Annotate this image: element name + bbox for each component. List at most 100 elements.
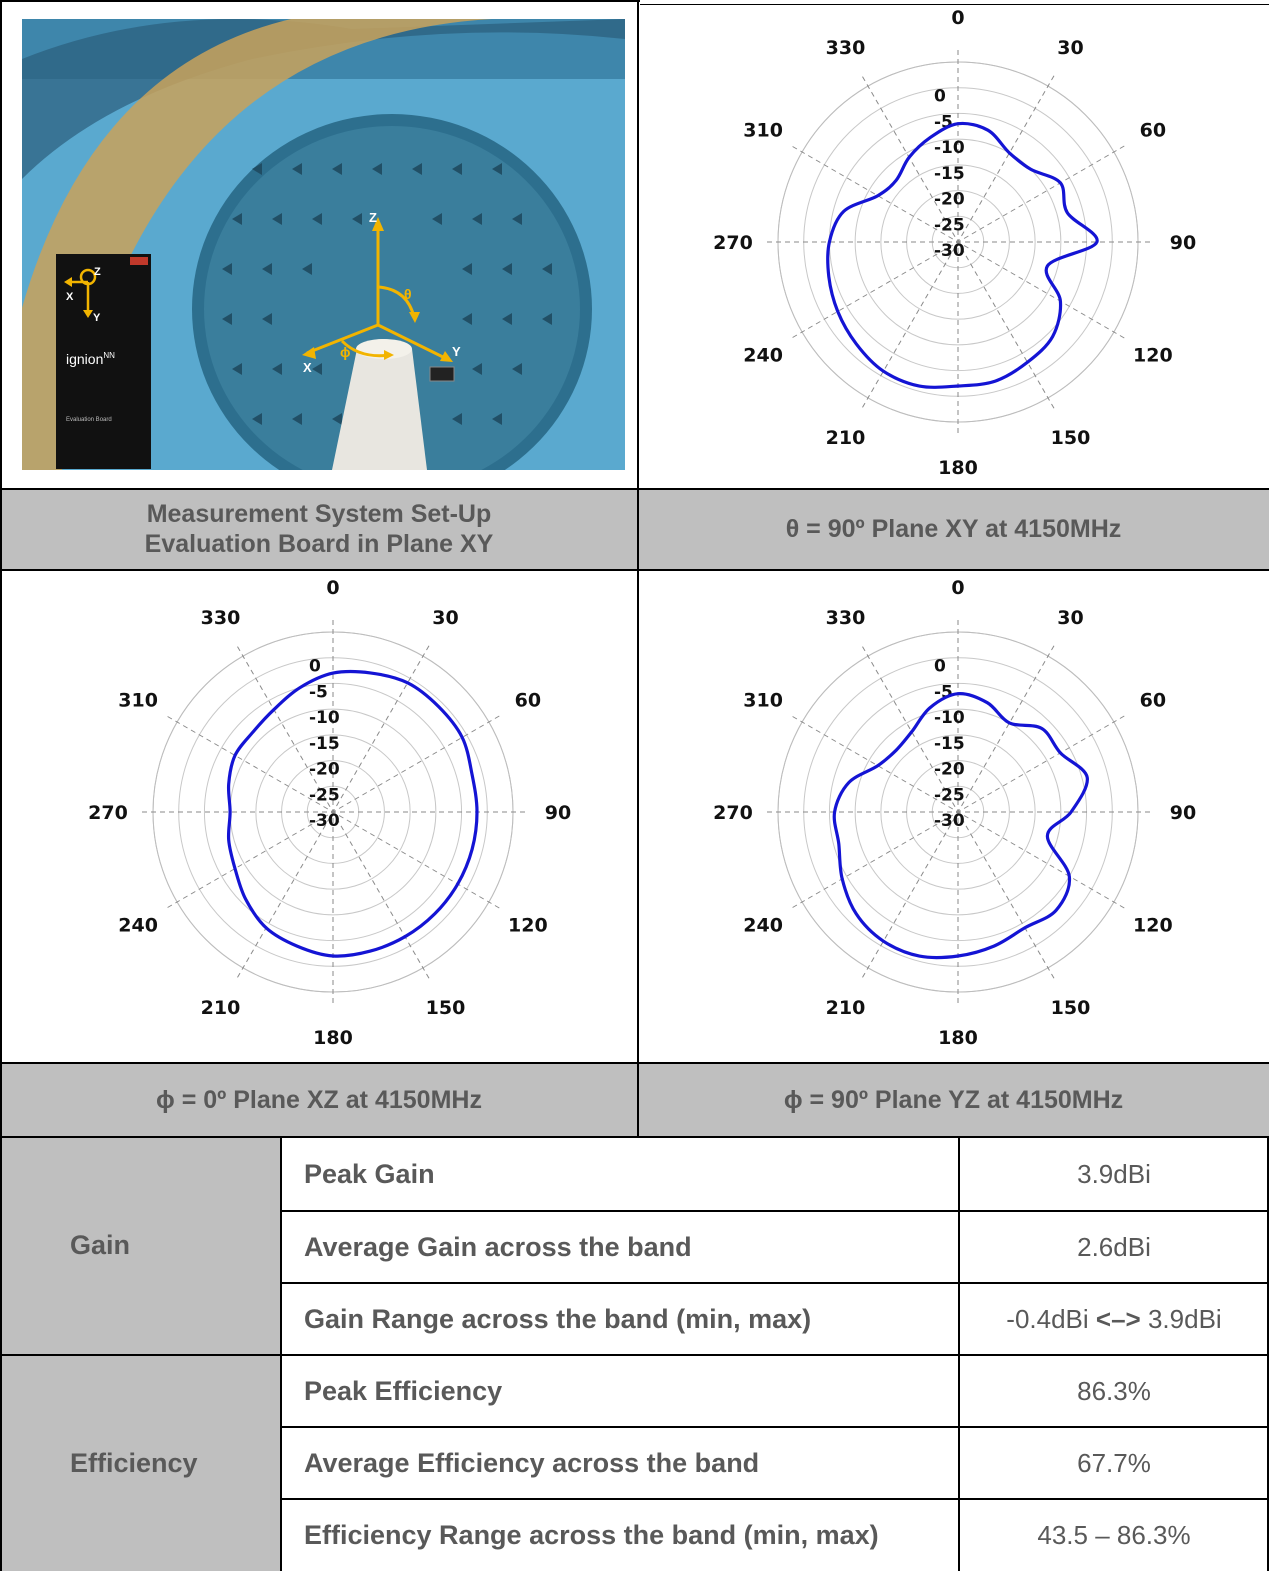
photo-axis-x-label: X <box>303 360 312 375</box>
angle-label: 60 <box>515 690 541 712</box>
row-average-gain-label: Average Gain across the band <box>304 1231 692 1262</box>
angle-label: 330 <box>201 607 241 629</box>
radiation-pattern-trace <box>832 692 1089 960</box>
angle-label: 90 <box>545 802 571 824</box>
grid-line <box>0 0 2 1571</box>
angle-label: 330 <box>826 607 866 629</box>
angle-label: 310 <box>743 690 783 712</box>
angle-label: 240 <box>743 915 783 937</box>
row-gain-range-value: -0.4dBi <–> 3.9dBi <box>1006 1303 1222 1334</box>
angle-label: 150 <box>1051 427 1091 449</box>
ring-label: -30 <box>934 241 965 261</box>
polar-spoke <box>236 645 430 979</box>
grid-line <box>0 1354 1269 1356</box>
ring-label: -10 <box>309 708 340 728</box>
board-brand: ignionNN <box>66 351 115 367</box>
measurement-setup-photo: Z X Y θ ϕ X Y Z ignionNN Evaluation Boar… <box>22 19 625 470</box>
angle-label: 270 <box>713 232 753 254</box>
grid-line <box>280 1426 1269 1428</box>
angle-label: 0 <box>951 577 964 599</box>
board-axis-z-label: Z <box>94 266 101 278</box>
grid-line <box>640 4 1269 5</box>
angle-label: 30 <box>1057 37 1083 59</box>
polar-chart-xz: 0 -5 -10 -15 -20 -25 -30 0 30 60 90 120 150 180 210 240… <box>0 570 638 1062</box>
angle-label: 120 <box>508 915 548 937</box>
polar-spoke <box>861 75 1055 409</box>
ring-label: -20 <box>934 760 965 780</box>
radiation-pattern-trace <box>826 121 1099 389</box>
angle-label: 210 <box>826 997 866 1019</box>
angle-label: 180 <box>938 457 978 479</box>
category-efficiency: Efficiency <box>0 1355 280 1571</box>
polar-grid <box>766 620 1150 1004</box>
angle-label: 210 <box>826 427 866 449</box>
ring-label: -20 <box>934 190 965 210</box>
row-average-efficiency-value: 67.7% <box>1077 1447 1151 1478</box>
polar-grid <box>141 620 525 1004</box>
grid-line <box>280 1210 1269 1212</box>
ring-label: -10 <box>934 708 965 728</box>
board-subtitle: Evaluation Board <box>66 417 112 423</box>
board-axis-y-label: Y <box>93 312 101 324</box>
ring-label: -5 <box>309 682 328 702</box>
grid-line <box>280 1498 1269 1500</box>
row-peak-efficiency-label: Peak Efficiency <box>304 1375 503 1406</box>
grid-line <box>637 0 639 1137</box>
angle-label: 310 <box>118 690 158 712</box>
caption-setup: Measurement System Set-Up Evaluation Boar… <box>0 488 638 570</box>
ring-label: 0 <box>934 87 946 107</box>
category-gain: Gain <box>0 1137 280 1354</box>
angle-label: 210 <box>201 997 241 1019</box>
angle-label: 330 <box>826 37 866 59</box>
polar-ring <box>880 734 1036 890</box>
row-peak-efficiency-value: 86.3% <box>1077 1375 1151 1406</box>
polar-chart-yz: 0 -5 -10 -15 -20 -25 -30 0 30 60 90 120 150 180 210 240… <box>640 570 1269 1062</box>
row-gain-range-label: Gain Range across the band (min, max) <box>304 1303 812 1334</box>
evaluation-board <box>56 254 151 469</box>
angle-label: 90 <box>1170 802 1196 824</box>
board-axis-x-label: X <box>66 291 74 303</box>
photo-axis-y-label: Y <box>452 344 461 359</box>
angle-label: 120 <box>1133 915 1173 937</box>
grid-line <box>0 1136 1269 1138</box>
photo-phi-label: ϕ <box>340 344 351 360</box>
ring-label: -15 <box>934 164 965 184</box>
angle-label: 180 <box>313 1027 353 1049</box>
caption-plane-xy: θ = 90º Plane XY at 4150MHz <box>638 488 1269 570</box>
row-peak-gain-label: Peak Gain <box>304 1158 435 1189</box>
row-average-efficiency-label: Average Efficiency across the band <box>304 1447 760 1478</box>
row-efficiency-range-value: 43.5 – 86.3% <box>1037 1519 1191 1550</box>
ring-label: -15 <box>309 734 340 754</box>
photo-theta-label: θ <box>404 286 412 302</box>
caption-plane-xz: ϕ = 0º Plane XZ at 4150MHz <box>0 1063 638 1137</box>
angle-label: 270 <box>88 802 128 824</box>
grid-line <box>280 1282 1269 1284</box>
angle-label: 90 <box>1170 232 1196 254</box>
photo-axis-z-label: Z <box>369 210 377 225</box>
angle-label: 180 <box>938 1027 978 1049</box>
grid-line <box>0 569 1269 571</box>
polar-ring <box>854 708 1062 916</box>
ring-label: -30 <box>309 811 340 831</box>
angle-label: 150 <box>1051 997 1091 1019</box>
caption-plane-yz: ϕ = 90º Plane YZ at 4150MHz <box>638 1063 1269 1137</box>
ring-label: -25 <box>934 215 965 235</box>
angle-label: 240 <box>743 345 783 367</box>
ring-label: 0 <box>309 657 321 677</box>
grid-line <box>0 488 1269 490</box>
angle-label: 0 <box>951 7 964 29</box>
polar-chart-xy: 0 -5 -10 -15 -20 -25 -30 0 30 60 90 120 150 180 210 240… <box>640 0 1269 488</box>
ring-label: -10 <box>934 138 965 158</box>
ring-label: -25 <box>309 785 340 805</box>
row-average-gain-value: 2.6dBi <box>1077 1231 1151 1262</box>
grid-line <box>1267 1137 1269 1571</box>
polar-spoke <box>861 645 1055 979</box>
ring-label: 0 <box>934 657 946 677</box>
polar-ring <box>255 734 411 890</box>
row-peak-gain-value: 3.9dBi <box>1077 1158 1151 1189</box>
polar-ring <box>854 138 1062 346</box>
polar-ring <box>880 164 1036 320</box>
ring-label: -20 <box>309 760 340 780</box>
angle-label: 240 <box>118 915 158 937</box>
angle-label: 270 <box>713 802 753 824</box>
